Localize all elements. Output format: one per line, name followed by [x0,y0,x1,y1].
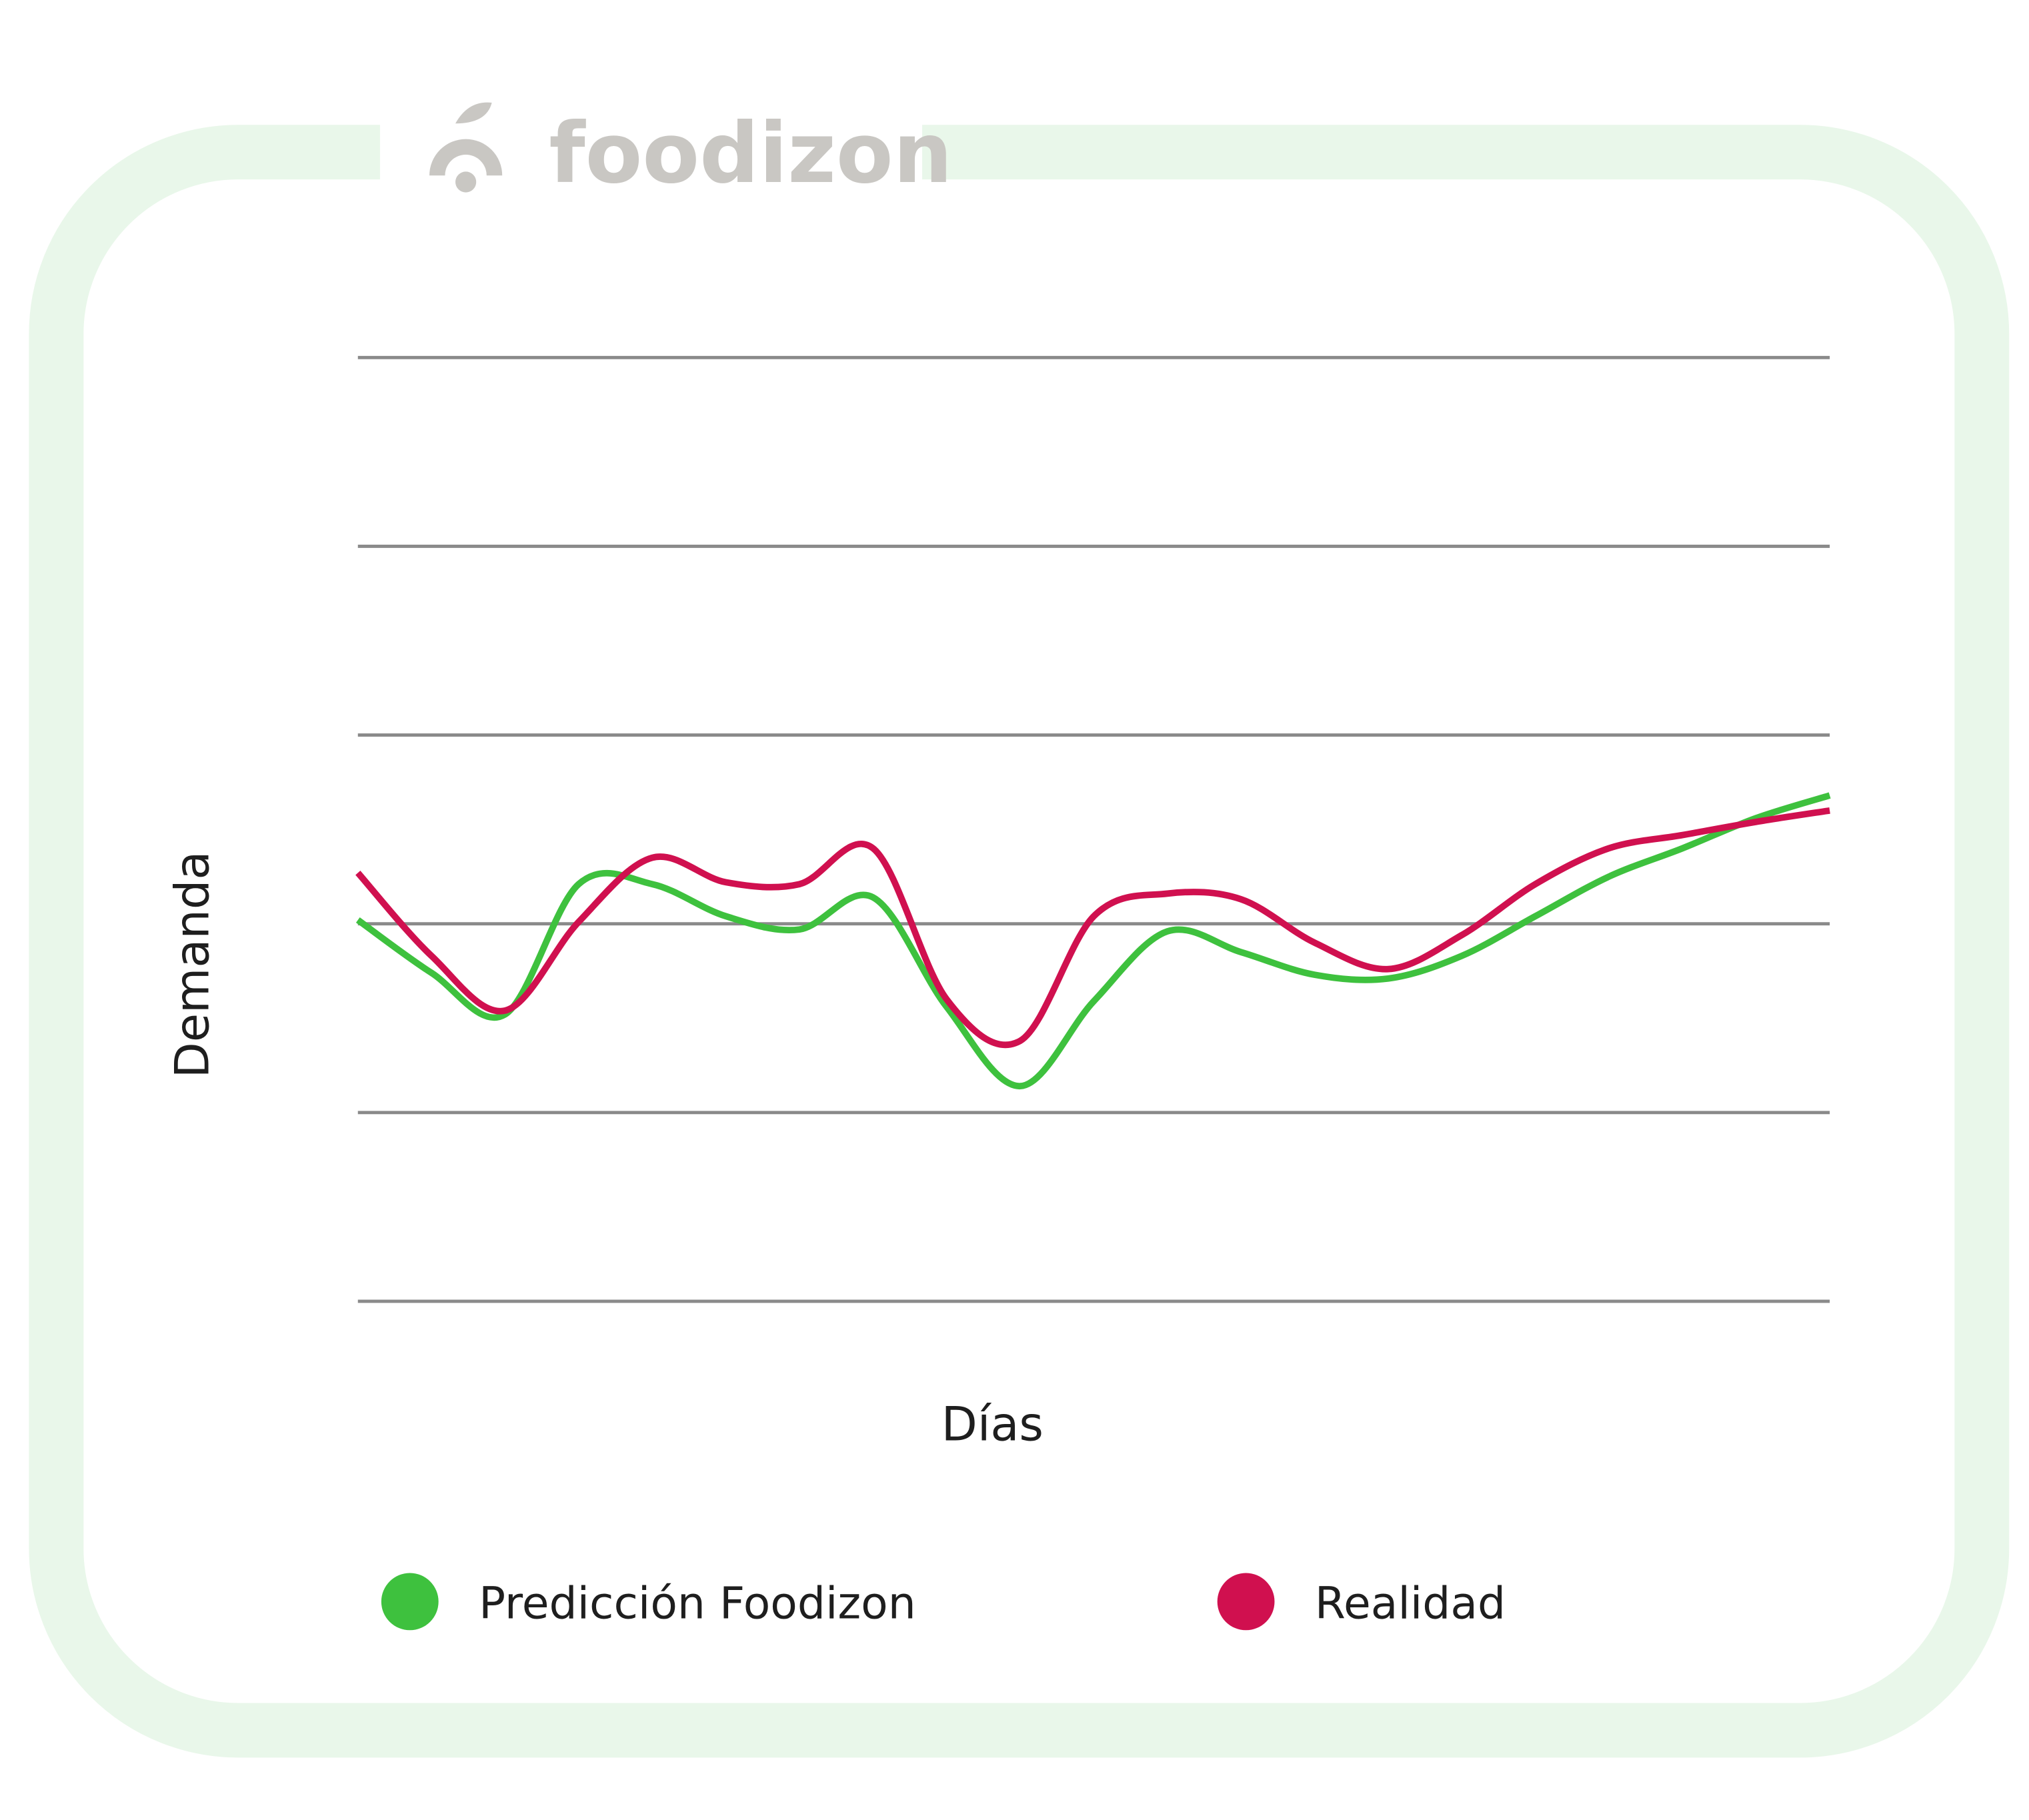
series-line [355,792,1831,1090]
logo-icon [429,102,503,193]
series-line [355,807,1830,1049]
frame [29,125,2010,1758]
legend-marker [1217,1573,1275,1631]
legend-label: Predicción Foodizon [479,1577,916,1629]
x-axis-label: Días [941,1397,1044,1452]
legend-marker [381,1573,439,1631]
legend-label: Realidad [1315,1577,1506,1629]
brand: foodizon [549,105,952,202]
y-axis-label: Demanda [165,851,220,1079]
